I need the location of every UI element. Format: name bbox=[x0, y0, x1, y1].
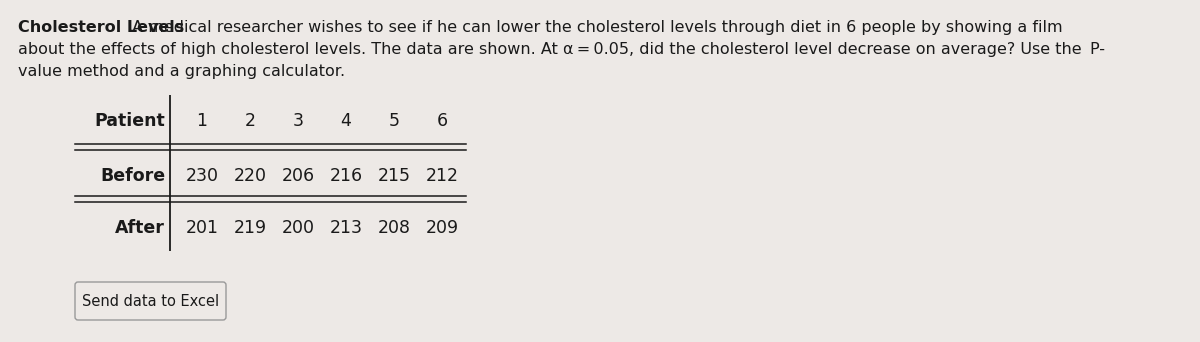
Text: Cholesterol Levels: Cholesterol Levels bbox=[18, 20, 185, 35]
Text: A medical researcher wishes to see if he can lower the cholesterol levels throug: A medical researcher wishes to see if he… bbox=[127, 20, 1063, 35]
Text: Before: Before bbox=[100, 167, 166, 185]
Text: Patient: Patient bbox=[95, 112, 166, 130]
Text: 200: 200 bbox=[282, 219, 314, 237]
Text: 206: 206 bbox=[282, 167, 314, 185]
Text: 209: 209 bbox=[426, 219, 458, 237]
Text: 3: 3 bbox=[293, 112, 304, 130]
Text: about the effects of high cholesterol levels. The data are shown. At α = 0.05, d: about the effects of high cholesterol le… bbox=[18, 42, 1105, 57]
Text: 220: 220 bbox=[234, 167, 266, 185]
Text: 2: 2 bbox=[245, 112, 256, 130]
Text: value method and a graphing calculator.: value method and a graphing calculator. bbox=[18, 64, 346, 79]
Text: 208: 208 bbox=[378, 219, 410, 237]
FancyBboxPatch shape bbox=[74, 282, 226, 320]
Text: 201: 201 bbox=[186, 219, 218, 237]
Text: 6: 6 bbox=[437, 112, 448, 130]
Text: Send data to Excel: Send data to Excel bbox=[82, 293, 220, 308]
Text: After: After bbox=[115, 219, 166, 237]
Text: 216: 216 bbox=[330, 167, 362, 185]
Text: 1: 1 bbox=[197, 112, 208, 130]
Text: 5: 5 bbox=[389, 112, 400, 130]
Text: 215: 215 bbox=[378, 167, 410, 185]
Text: 230: 230 bbox=[186, 167, 218, 185]
Text: 212: 212 bbox=[426, 167, 458, 185]
Text: 219: 219 bbox=[234, 219, 266, 237]
Text: 4: 4 bbox=[341, 112, 352, 130]
Text: 213: 213 bbox=[330, 219, 362, 237]
